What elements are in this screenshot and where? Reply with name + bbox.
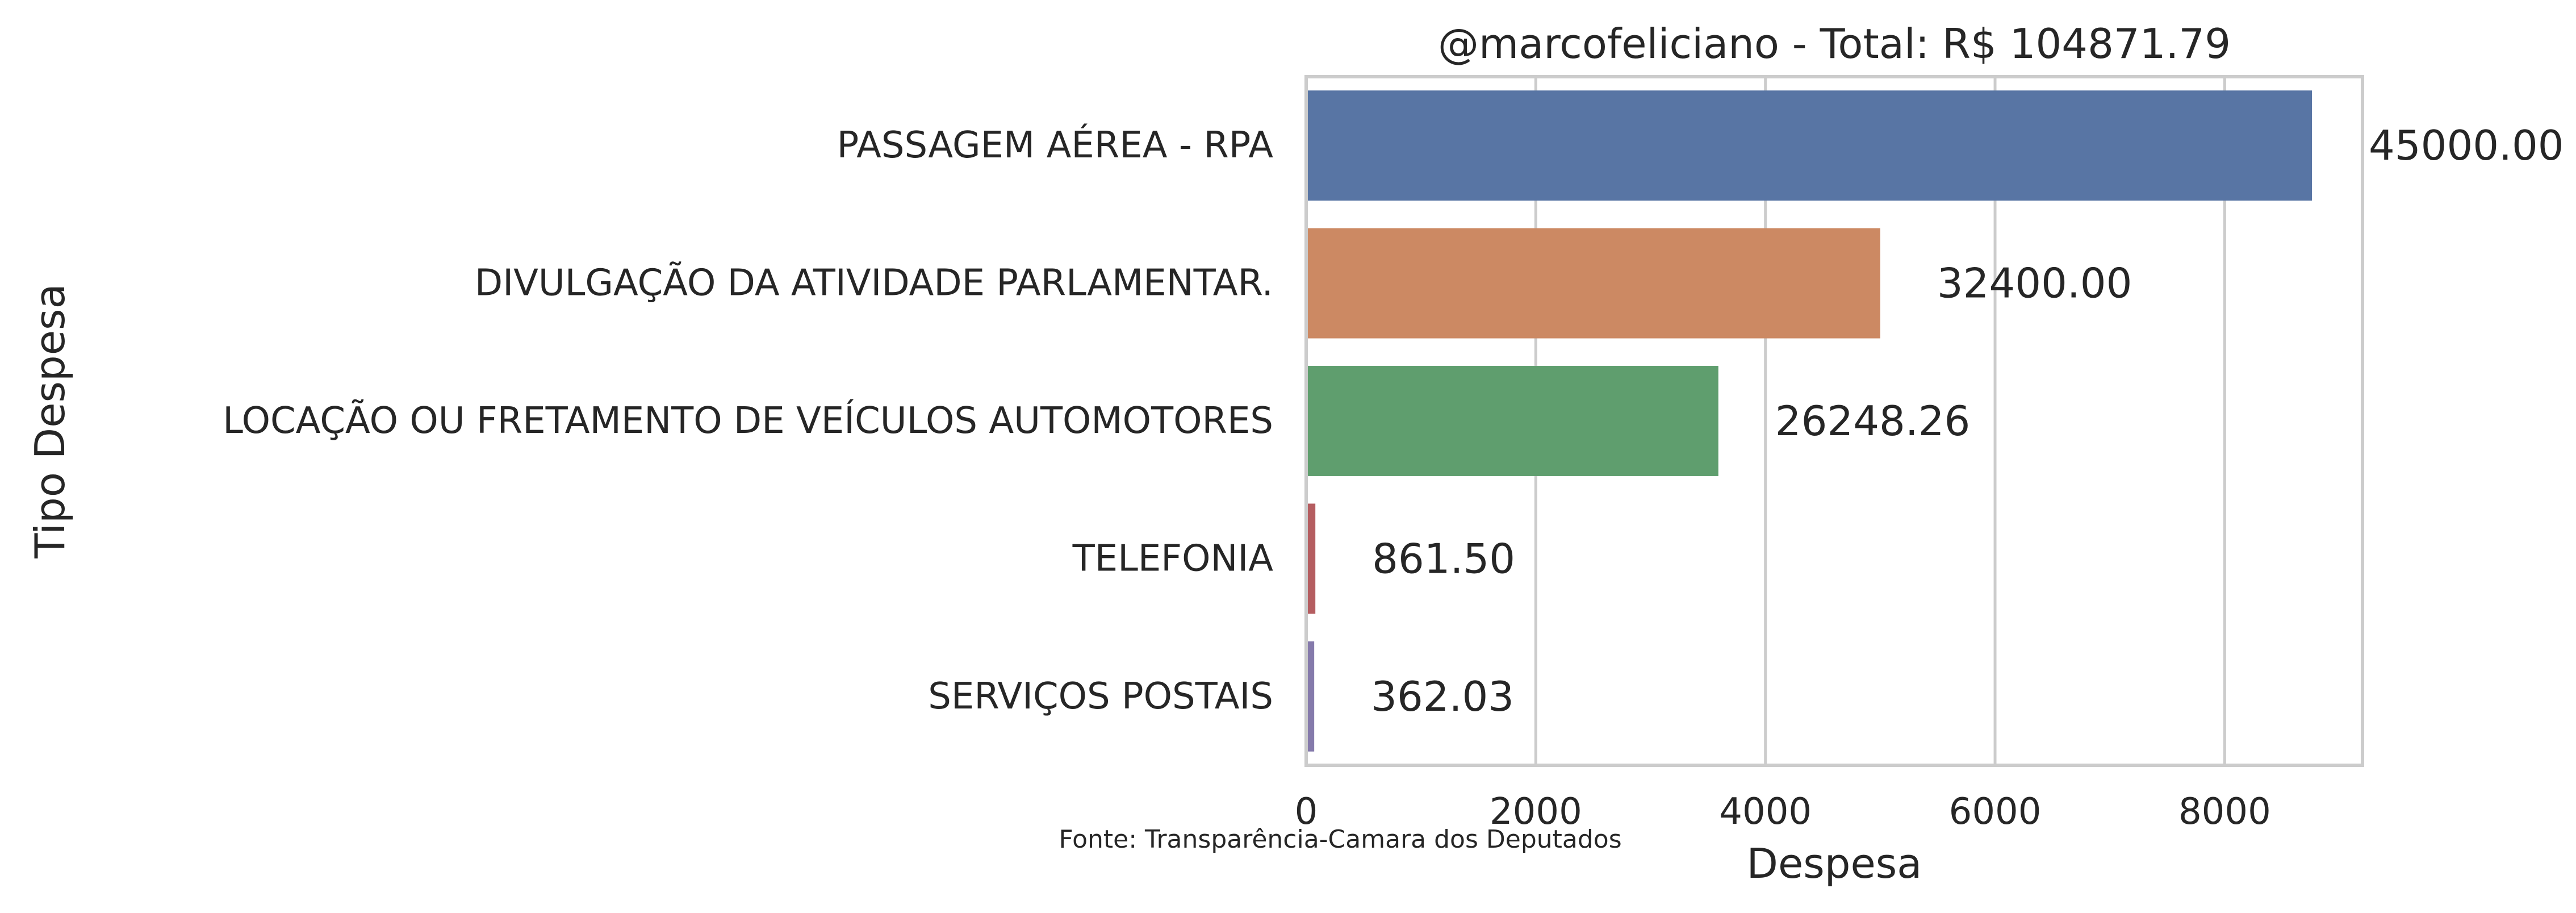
bar	[1306, 503, 1316, 614]
chart-title: @marcofeliciano - Total: R$ 104871.79	[1438, 20, 2231, 68]
data-label: 26248.26	[1775, 397, 1971, 445]
data-label: 45000.00	[2369, 122, 2564, 169]
x-tick-label: 4000	[1719, 791, 1812, 833]
plot-frame	[1304, 75, 2364, 767]
y-tick-label: TELEFONIA	[1072, 537, 1274, 580]
data-label: 861.50	[1372, 535, 1515, 582]
source-note: Fonte: Transparência-Camara dos Deputado…	[1059, 825, 1621, 854]
x-tick-label: 2000	[1490, 791, 1582, 833]
y-tick-label: LOCAÇÃO OU FRETAMENTO DE VEÍCULOS AUTOMO…	[223, 399, 1273, 442]
y-tick-label: PASSAGEM AÉREA - RPA	[837, 123, 1274, 166]
data-label: 362.03	[1371, 673, 1514, 720]
bar	[1306, 366, 1718, 476]
data-labels: 45000.00 32400.00 26248.26 861.50 362.03	[1371, 122, 2564, 720]
y-tick-labels: PASSAGEM AÉREA - RPA DIVULGAÇÃO DA ATIVID…	[223, 123, 1273, 718]
x-axis-label: Despesa	[1747, 840, 1922, 887]
bar	[1306, 90, 2312, 201]
x-tick-labels: 0 2000 4000 6000 8000	[1295, 791, 2271, 833]
y-axis-label: Tipo Despesa	[26, 284, 74, 558]
data-label: 32400.00	[1937, 260, 2132, 307]
x-tick-label: 0	[1295, 791, 1318, 833]
bars	[1306, 90, 2312, 752]
bar	[1306, 228, 1880, 339]
x-tick-label: 8000	[2178, 791, 2271, 833]
x-tick-label: 6000	[1949, 791, 2042, 833]
y-tick-label: SERVIÇOS POSTAIS	[928, 676, 1273, 718]
y-tick-label: DIVULGAÇÃO DA ATIVIDADE PARLAMENTAR.	[475, 262, 1273, 305]
bar	[1306, 641, 1315, 752]
